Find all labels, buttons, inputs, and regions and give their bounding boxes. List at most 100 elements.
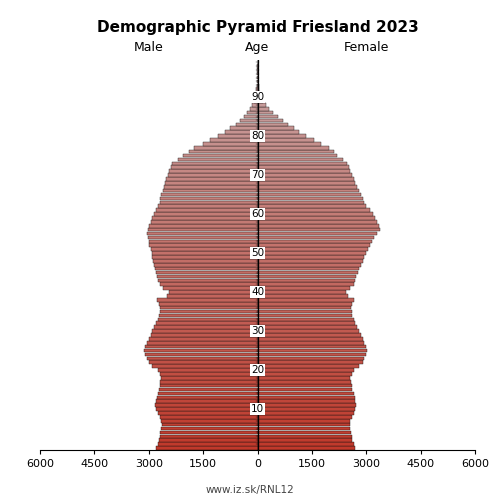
Bar <box>144 349 258 352</box>
Bar <box>158 368 258 372</box>
Bar <box>258 360 362 364</box>
Bar <box>258 274 356 278</box>
Bar <box>156 446 258 450</box>
Bar <box>256 88 258 91</box>
Bar <box>149 240 258 243</box>
Bar <box>258 200 364 204</box>
Text: 90: 90 <box>251 92 264 102</box>
Bar <box>258 220 377 224</box>
Bar <box>258 154 337 158</box>
Bar <box>154 326 258 329</box>
Bar <box>258 356 364 360</box>
Bar <box>258 442 354 446</box>
Bar <box>148 236 258 239</box>
Bar <box>162 193 258 196</box>
Bar <box>258 384 352 388</box>
Bar <box>258 290 346 294</box>
Bar <box>178 158 258 161</box>
Bar <box>258 162 348 165</box>
Bar <box>258 224 379 228</box>
Bar <box>258 126 294 130</box>
Bar <box>258 181 356 184</box>
Bar <box>160 430 258 434</box>
Bar <box>258 298 354 302</box>
Bar <box>258 111 273 114</box>
Bar <box>258 174 352 177</box>
Bar <box>156 322 258 325</box>
Bar <box>258 88 260 91</box>
Bar <box>258 392 354 395</box>
Bar <box>156 408 258 411</box>
Bar <box>147 356 258 360</box>
Bar <box>156 404 258 407</box>
Bar <box>225 130 258 134</box>
Bar <box>258 252 366 255</box>
Bar <box>258 150 334 154</box>
Bar <box>258 189 359 192</box>
Bar <box>258 427 350 430</box>
Bar <box>258 372 352 376</box>
Bar <box>258 380 351 384</box>
Bar <box>230 126 258 130</box>
Bar <box>258 430 351 434</box>
Bar <box>160 200 258 204</box>
Bar <box>258 267 359 270</box>
Bar <box>258 166 349 169</box>
Bar <box>258 400 356 403</box>
Bar <box>258 103 266 106</box>
Bar <box>160 434 258 438</box>
Bar <box>156 267 258 270</box>
Title: Demographic Pyramid Friesland 2023: Demographic Pyramid Friesland 2023 <box>96 20 418 35</box>
Bar <box>258 310 352 314</box>
Bar <box>258 193 361 196</box>
Bar <box>257 84 258 87</box>
Bar <box>160 380 258 384</box>
Bar <box>254 99 258 102</box>
Bar <box>152 330 258 333</box>
Text: www.iz.sk/RNL12: www.iz.sk/RNL12 <box>206 485 294 495</box>
Bar <box>258 415 352 418</box>
Bar <box>258 282 354 286</box>
Bar <box>158 392 258 395</box>
Bar <box>258 302 352 306</box>
Bar <box>156 396 258 399</box>
Bar <box>258 271 358 274</box>
Bar <box>258 396 354 399</box>
Bar <box>258 345 366 348</box>
Bar <box>255 96 258 99</box>
Bar <box>258 240 372 243</box>
Bar <box>258 352 366 356</box>
Bar <box>258 388 352 392</box>
Bar <box>166 177 258 180</box>
Bar <box>258 306 351 310</box>
Bar <box>258 236 374 239</box>
Bar <box>154 212 258 216</box>
Bar <box>160 372 258 376</box>
Bar <box>152 252 258 255</box>
Bar <box>172 162 258 165</box>
Bar <box>164 181 258 184</box>
Bar <box>149 360 258 364</box>
Bar <box>258 364 359 368</box>
Bar <box>145 345 258 348</box>
Bar <box>160 310 258 314</box>
Text: 60: 60 <box>251 209 264 219</box>
Bar <box>258 368 354 372</box>
Bar <box>210 138 258 141</box>
Bar <box>158 442 258 446</box>
Bar <box>148 228 258 232</box>
Text: 20: 20 <box>251 365 264 375</box>
Bar <box>258 142 321 146</box>
Bar <box>250 107 258 110</box>
Bar <box>162 423 258 426</box>
Bar <box>258 118 283 122</box>
Bar <box>150 248 258 251</box>
Bar <box>167 294 258 298</box>
Bar <box>258 177 354 180</box>
Bar <box>258 96 262 99</box>
Text: 30: 30 <box>251 326 264 336</box>
Bar <box>160 384 258 388</box>
Bar <box>258 138 314 141</box>
Bar <box>256 92 258 95</box>
Text: Female: Female <box>344 41 389 54</box>
